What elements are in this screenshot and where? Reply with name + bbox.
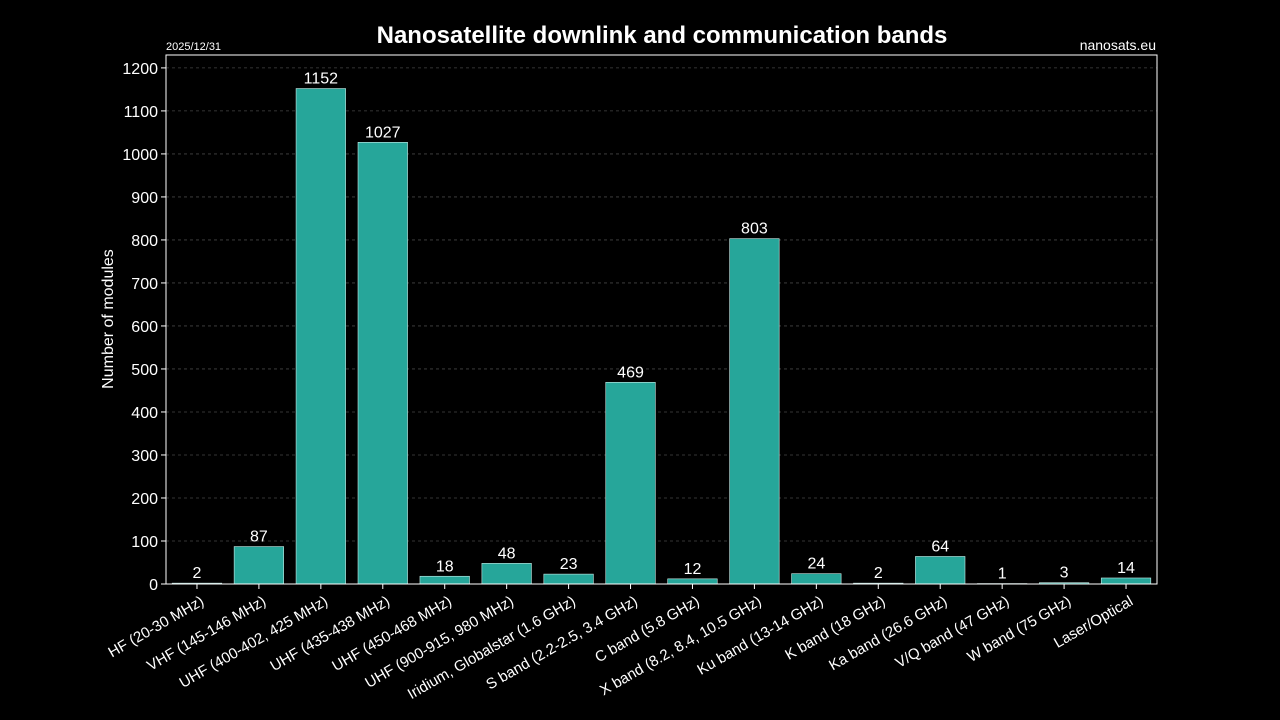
y-tick-label: 500 xyxy=(131,362,158,379)
y-tick-label: 600 xyxy=(131,319,158,336)
bar-value-label: 23 xyxy=(560,556,578,573)
bar-value-label: 2 xyxy=(874,565,883,582)
bar xyxy=(419,575,470,585)
chart-title: Nanosatellite downlink and communication… xyxy=(377,22,948,49)
y-tick-label: 900 xyxy=(131,190,158,207)
bar-value-label: 1 xyxy=(998,566,1007,583)
bar xyxy=(791,573,842,585)
y-tick-label: 800 xyxy=(131,233,158,250)
bar-value-label: 469 xyxy=(617,364,644,381)
bar-value-label: 1027 xyxy=(365,124,401,141)
bar xyxy=(357,142,408,585)
bar-value-label: 87 xyxy=(250,529,268,546)
y-axis-label: Number of modules xyxy=(100,249,117,389)
y-tick-label: 1100 xyxy=(124,104,159,121)
bar xyxy=(915,556,966,585)
y-ticks: 0 100 200 300 400 500 600 700 800 900 1000 1100 1200 xyxy=(122,61,166,594)
bar xyxy=(1100,577,1152,585)
bar xyxy=(729,238,780,585)
x-tick-label: V/Q band (47 GHz) xyxy=(892,593,1012,672)
bar-value-label: 14 xyxy=(1117,560,1135,577)
y-tick-label: 1200 xyxy=(122,61,158,78)
bar-value-label: 64 xyxy=(931,538,949,555)
y-tick-label: 300 xyxy=(131,448,158,465)
x-ticks: HF (20-30 MHz)VHF (145-146 MHz)UHF (400-… xyxy=(105,584,1136,703)
bar xyxy=(295,88,346,585)
data-labels: 2 87 1152 1027 18 48 23 469 12 803 24 2 64 1 3 14 xyxy=(193,71,1136,583)
plot-frame xyxy=(165,54,1158,585)
x-tick-label: W band (75 GHz) xyxy=(965,593,1075,666)
date-label: 2025/12/31 xyxy=(166,41,221,53)
y-tick-label: 200 xyxy=(131,491,158,508)
bar-value-label: 12 xyxy=(684,561,702,578)
bar-value-label: 2 xyxy=(193,565,202,582)
y-tick-label: 1000 xyxy=(122,147,158,164)
bar-value-label: 1152 xyxy=(304,71,339,88)
bar xyxy=(667,578,718,585)
bar-value-label: 48 xyxy=(498,545,516,562)
y-tick-label: 700 xyxy=(131,276,158,293)
source-label: nanosats.eu xyxy=(1080,37,1156,53)
bar-value-label: 803 xyxy=(741,221,768,238)
bar-value-label: 18 xyxy=(436,558,454,575)
bar xyxy=(481,563,532,585)
y-tick-label: 400 xyxy=(131,405,158,422)
bar xyxy=(605,381,656,585)
y-tick-label: 0 xyxy=(149,577,158,594)
bar xyxy=(543,573,594,585)
y-tick-label: 100 xyxy=(131,534,158,551)
bars xyxy=(171,88,1152,585)
bar xyxy=(233,546,284,585)
bar-value-label: 24 xyxy=(807,556,825,573)
bar-value-label: 3 xyxy=(1060,565,1069,582)
